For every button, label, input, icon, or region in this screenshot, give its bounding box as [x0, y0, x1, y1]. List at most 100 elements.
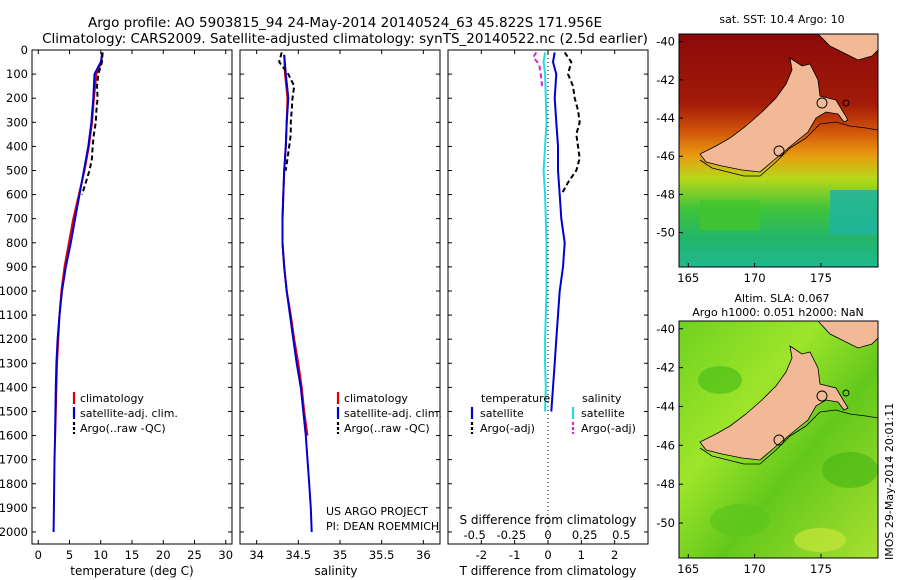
lat-tick-label: -50 [656, 516, 675, 530]
x-tick-label: 0 [35, 548, 42, 562]
difference-legend: temperature satellite Argo(-adj) salinit… [470, 392, 636, 435]
depth-contour [699, 409, 878, 465]
t-difference-axis-label: T difference from climatology [459, 564, 637, 578]
lat-tick-label: -40 [656, 35, 675, 49]
south-island-landmass [699, 345, 849, 461]
south-island-landmass [699, 57, 849, 173]
x-tick-label: 30 [218, 548, 233, 562]
sla-map-frame [678, 320, 879, 559]
depth-tick-label: 1900 [0, 501, 28, 515]
lat-tick-label: -42 [656, 361, 675, 375]
legend-t-satellite-label: satellite [480, 407, 524, 420]
depth-tick-label: 1700 [0, 453, 28, 467]
lat-tick-label: -44 [656, 111, 675, 125]
t-difference-axis-ticks: -2 -1 0 1 2 [476, 50, 618, 562]
depth-tick-label: 300 [6, 115, 28, 129]
legend-satellite-label: satellite-adj. clim. [80, 407, 178, 420]
x-tick-label: 34 [249, 548, 264, 562]
depth-contour [699, 121, 878, 177]
lat-tick-label: -44 [656, 399, 675, 413]
temperature-series [52, 52, 104, 533]
s-diff-tick-label: -0.25 [496, 528, 526, 542]
lon-tick-label: 175 [810, 562, 832, 576]
map-marker-circle [816, 390, 828, 402]
depth-tick-label: 1800 [0, 477, 28, 491]
s-diff-tick-label: 0.25 [572, 528, 598, 542]
map-marker-circle [842, 99, 850, 107]
depth-tick-label: 0 [21, 43, 28, 57]
legend-s-argo-label: Argo(-adj) [581, 422, 636, 435]
x-tick-label: 1 [578, 548, 585, 562]
series-line-0 [550, 52, 566, 412]
map-marker-circle [816, 97, 828, 109]
x-tick-label: 36 [416, 548, 431, 562]
legend-temperature-header: temperature [481, 392, 550, 405]
depth-tick-label: 1000 [0, 284, 28, 298]
sst-map-lat-ticks: -40 -42 -44 -46 -48 -50 [656, 35, 683, 240]
salinity-legend: climatology satellite-adj. clim. Argo(..… [336, 392, 442, 435]
s-diff-tick-label: -0.5 [463, 528, 485, 542]
lon-tick-label: 165 [677, 562, 699, 576]
map-marker-circle [842, 389, 850, 397]
salinity-panel-frame [239, 49, 441, 545]
lat-tick-label: -50 [656, 226, 675, 240]
temperature-axis-ticks: 0 5 10 15 20 25 30 [35, 50, 233, 562]
argo-position-marker [773, 434, 785, 446]
depth-tick-label: 100 [6, 67, 28, 81]
sst-map-lon-ticks: 165 170 175 [677, 263, 832, 285]
temperature-panel-frame [31, 49, 233, 545]
sla-map-title-line1: Altim. SLA: 0.067 [734, 292, 829, 305]
lon-tick-label: 175 [810, 271, 832, 285]
figure-title-line2: Climatology: CARS2009. Satellite-adjuste… [42, 31, 648, 47]
sla-map-title-line2: Argo h1000: 0.051 h2000: NaN [692, 306, 864, 319]
lat-tick-label: -48 [656, 187, 675, 201]
lat-tick-label: -46 [656, 438, 675, 452]
x-tick-label: 25 [187, 548, 202, 562]
legend-s-satellite-label: satellite [581, 407, 625, 420]
figure-title-line1: Argo profile: AO 5903815_94 24-May-2014 … [88, 15, 602, 31]
series-line-1 [560, 51, 581, 196]
series-line-2 [278, 52, 296, 171]
x-tick-label: 20 [156, 548, 171, 562]
north-island-landmass [817, 321, 878, 349]
legend-argo-label: Argo(..raw -QC) [80, 422, 166, 435]
lat-tick-label: -46 [656, 149, 675, 163]
legend-argo-label: Argo(..raw -QC) [344, 422, 430, 435]
depth-tick-label: 200 [6, 91, 28, 105]
depth-tick-label: 500 [6, 163, 28, 177]
legend-salinity-header: salinity [582, 392, 622, 405]
depth-tick-label: 900 [6, 260, 28, 274]
lat-tick-label: -48 [656, 477, 675, 491]
sst-map [678, 33, 879, 268]
difference-panel-frame [447, 49, 649, 545]
lon-tick-label: 170 [744, 271, 766, 285]
sla-map-lon-ticks: 165 170 175 [677, 554, 832, 576]
sla-map [678, 320, 879, 559]
x-tick-label: 10 [93, 548, 108, 562]
depth-tick-label: 2000 [0, 525, 28, 539]
x-tick-label: -2 [476, 548, 487, 562]
lon-tick-label: 165 [677, 271, 699, 285]
depth-tick-label: 800 [6, 236, 28, 250]
x-tick-label: 0 [544, 548, 551, 562]
lat-tick-label: -40 [656, 322, 675, 336]
sst-map-frame [678, 33, 879, 268]
depth-axis-ticks: 0 100 200 300 400 500 600 700 800 900 1000 1100 1200… [0, 43, 648, 539]
series-line-3 [532, 51, 544, 87]
sla-map-lat-ticks: -40 -42 -44 -46 -48 -50 [656, 322, 683, 530]
depth-tick-label: 700 [6, 212, 28, 226]
imos-timestamp: IMOS 29-May-2014 20:01:11 [883, 403, 896, 560]
salinity-axis-label: salinity [314, 564, 357, 578]
depth-tick-label: 1200 [0, 332, 28, 346]
north-island-landmass [817, 34, 878, 61]
x-tick-label: 15 [125, 548, 140, 562]
x-tick-label: 34.5 [286, 548, 312, 562]
project-credit-line2: PI: DEAN ROEMMICH [326, 520, 439, 533]
legend-climatology-label: climatology [344, 392, 408, 405]
salinity-series [278, 52, 313, 533]
legend-climatology-label: climatology [80, 392, 144, 405]
x-tick-label: 35.5 [369, 548, 395, 562]
s-difference-axis-label: S difference from climatology [460, 513, 637, 527]
salinity-axis-ticks: 34 34.5 35 35.5 36 [249, 50, 431, 562]
